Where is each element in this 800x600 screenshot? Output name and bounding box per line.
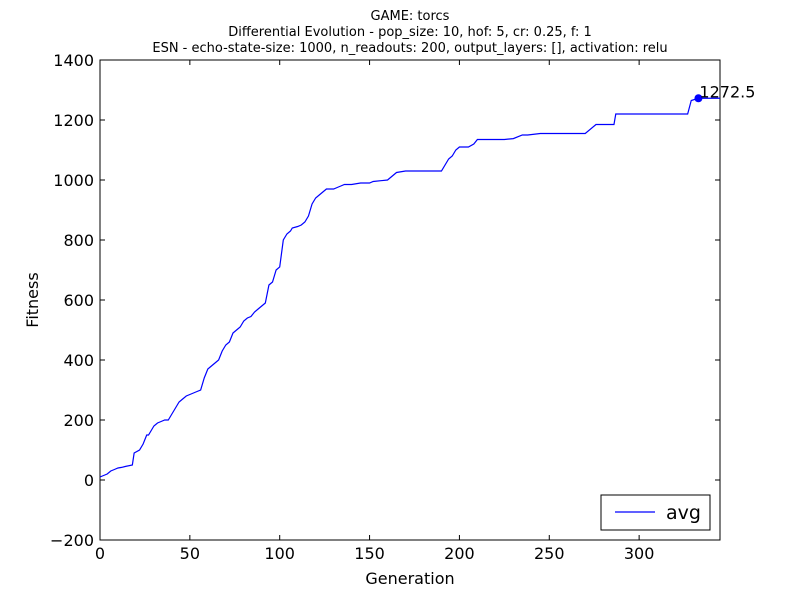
axis-ticks: 0 50 100 150 200 250 300−200020040060080010001… bbox=[50, 51, 720, 563]
x-tick-label: 250 bbox=[534, 544, 565, 563]
legend-box bbox=[600, 494, 711, 531]
y-tick-label: 1000 bbox=[53, 171, 94, 190]
legend: avg bbox=[600, 494, 711, 531]
x-tick-label: 50 bbox=[180, 544, 200, 563]
y-tick-label: 400 bbox=[63, 351, 94, 370]
plot-area-frame bbox=[99, 59, 721, 541]
chart-title-line-3: ESN - echo-state-size: 1000, n_readouts:… bbox=[152, 41, 667, 56]
y-tick-label: 600 bbox=[63, 291, 94, 310]
x-tick-label: 200 bbox=[444, 544, 475, 563]
y-tick-label: 0 bbox=[84, 471, 94, 490]
chart-title-line-1: GAME: torcs bbox=[371, 9, 450, 24]
x-tick-label: 150 bbox=[354, 544, 385, 563]
final-value-marker bbox=[694, 94, 703, 103]
chart-title-line-2: Differential Evolution - pop_size: 10, h… bbox=[228, 25, 592, 40]
y-tick-label: 1400 bbox=[53, 51, 94, 70]
series-line-avg bbox=[99, 97, 720, 478]
y-tick-label: −200 bbox=[50, 531, 94, 550]
y-tick-label: 200 bbox=[63, 411, 94, 430]
y-tick-label: 1200 bbox=[53, 111, 94, 130]
x-tick-label: 100 bbox=[264, 544, 295, 563]
x-tick-label: 0 bbox=[95, 544, 105, 563]
y-tick-label: 800 bbox=[63, 231, 94, 250]
y-axis-label: Fitness bbox=[23, 272, 42, 327]
x-axis-label: Generation bbox=[365, 569, 454, 588]
legend-label-avg: avg bbox=[666, 502, 701, 524]
final-value-label: 1272.5 bbox=[699, 82, 755, 101]
x-tick-label: 300 bbox=[624, 544, 655, 563]
